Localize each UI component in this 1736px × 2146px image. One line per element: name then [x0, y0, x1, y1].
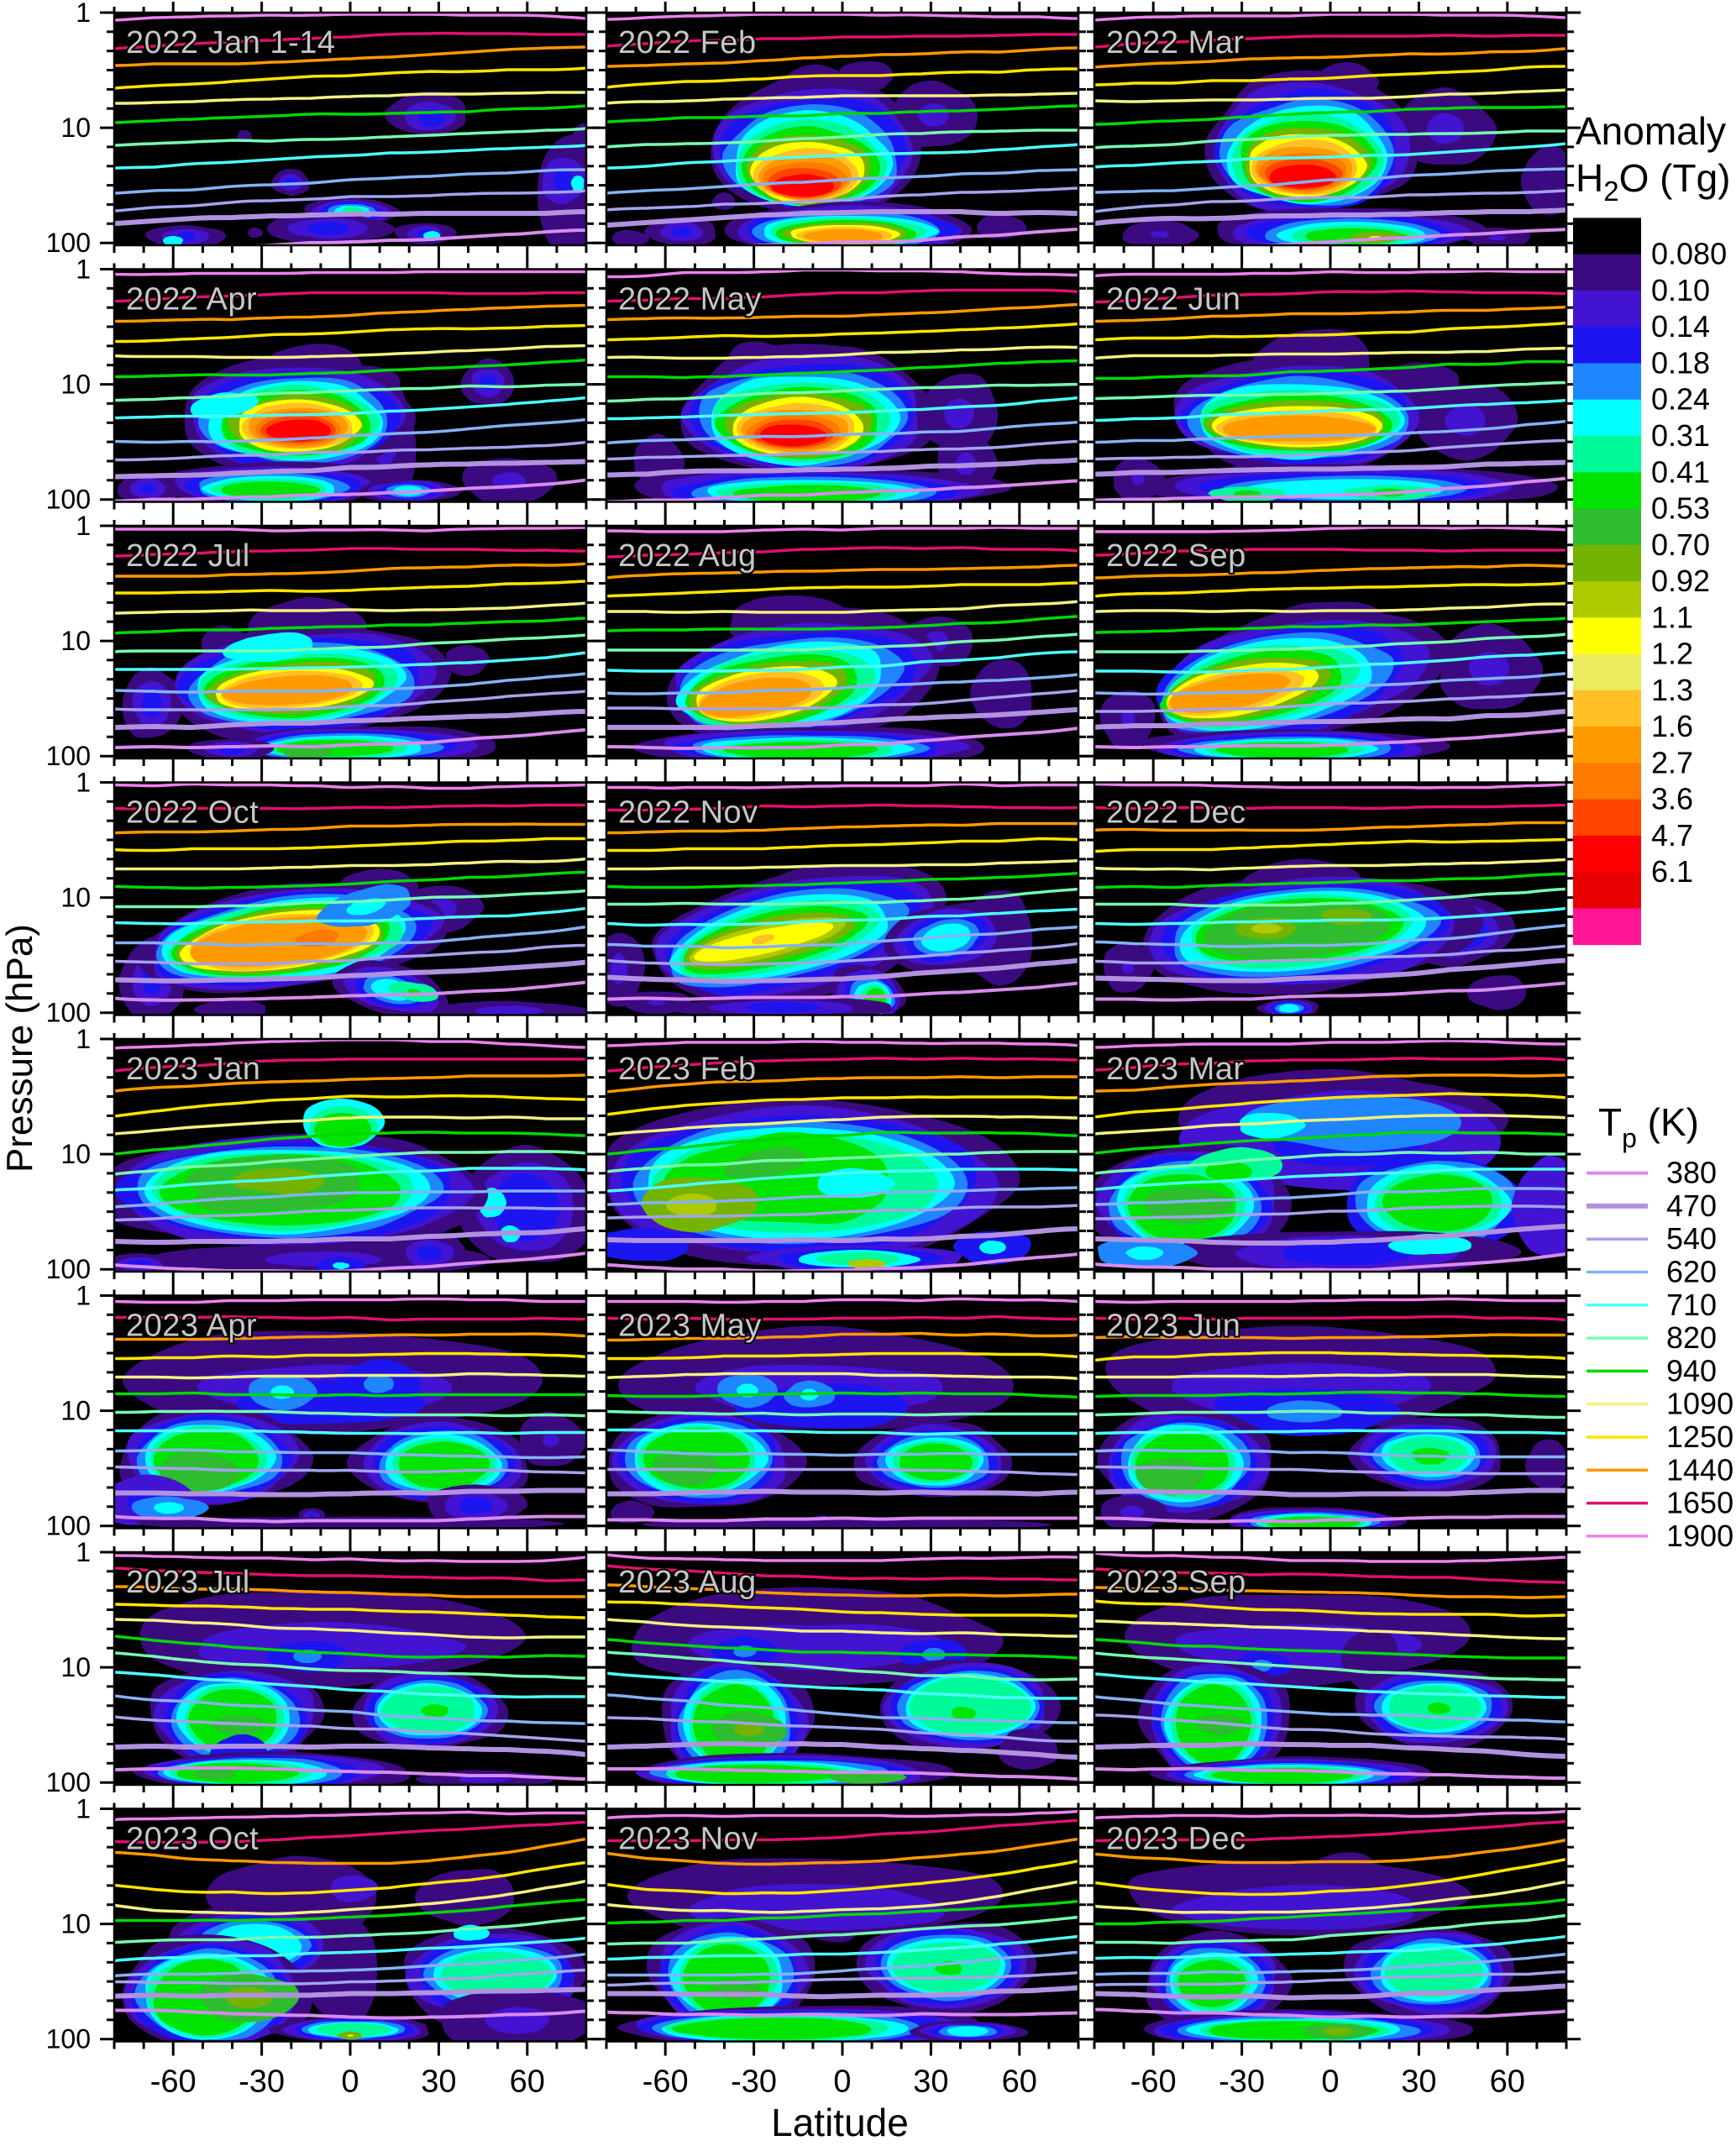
- svg-text:2023 Mar: 2023 Mar: [1106, 1052, 1245, 1087]
- svg-text:1250: 1250: [1666, 1419, 1733, 1454]
- svg-text:0.41: 0.41: [1651, 454, 1710, 489]
- svg-text:60: 60: [1002, 2065, 1037, 2100]
- svg-text:0.10: 0.10: [1651, 273, 1710, 307]
- svg-text:710: 710: [1666, 1288, 1717, 1322]
- svg-text:2022 Jan 1-14: 2022 Jan 1-14: [126, 25, 335, 60]
- svg-text:0.080: 0.080: [1651, 237, 1727, 271]
- svg-text:100: 100: [46, 1254, 91, 1284]
- svg-text:1090: 1090: [1666, 1387, 1733, 1421]
- svg-text:0.70: 0.70: [1651, 527, 1710, 562]
- svg-text:2022 Apr: 2022 Apr: [126, 282, 257, 317]
- svg-text:2022 Jun: 2022 Jun: [1106, 282, 1240, 317]
- svg-text:-60: -60: [1130, 2065, 1177, 2100]
- svg-text:2022 Dec: 2022 Dec: [1106, 795, 1246, 831]
- svg-text:2023 Feb: 2023 Feb: [618, 1052, 757, 1087]
- svg-text:6.1: 6.1: [1651, 854, 1693, 889]
- svg-text:2023 Dec: 2023 Dec: [1106, 1822, 1246, 1857]
- svg-text:10: 10: [60, 113, 91, 143]
- svg-text:100: 100: [46, 998, 91, 1028]
- svg-text:2.7: 2.7: [1651, 745, 1693, 779]
- svg-text:1.6: 1.6: [1651, 709, 1693, 743]
- svg-text:2023 Aug: 2023 Aug: [618, 1565, 757, 1600]
- svg-text:30: 30: [913, 2065, 948, 2100]
- svg-text:10: 10: [60, 370, 91, 400]
- svg-text:1: 1: [76, 1537, 91, 1567]
- svg-text:100: 100: [46, 2024, 91, 2054]
- svg-text:10: 10: [60, 1396, 91, 1426]
- svg-text:2022 Nov: 2022 Nov: [618, 795, 758, 831]
- svg-text:0: 0: [341, 2065, 359, 2100]
- svg-text:2022 Oct: 2022 Oct: [126, 795, 259, 831]
- svg-text:2022 Jul: 2022 Jul: [126, 538, 250, 574]
- svg-text:2023 Jul: 2023 Jul: [126, 1565, 250, 1600]
- svg-text:620: 620: [1666, 1255, 1717, 1289]
- svg-text:2023 Apr: 2023 Apr: [126, 1309, 257, 1344]
- svg-text:1: 1: [76, 1794, 91, 1824]
- svg-text:Anomaly: Anomaly: [1576, 109, 1726, 153]
- svg-text:60: 60: [1490, 2065, 1525, 2100]
- svg-text:1440: 1440: [1666, 1452, 1733, 1487]
- svg-text:60: 60: [510, 2065, 545, 2100]
- svg-text:-30: -30: [239, 2065, 285, 2100]
- svg-text:0.92: 0.92: [1651, 564, 1710, 598]
- svg-text:0.53: 0.53: [1651, 491, 1710, 526]
- svg-text:-60: -60: [150, 2065, 197, 2100]
- svg-text:380: 380: [1666, 1156, 1717, 1190]
- svg-text:30: 30: [421, 2065, 456, 2100]
- svg-text:1: 1: [76, 1024, 91, 1054]
- svg-text:10: 10: [60, 883, 91, 913]
- svg-text:2022 Mar: 2022 Mar: [1106, 25, 1245, 60]
- svg-text:0.18: 0.18: [1651, 346, 1710, 380]
- svg-text:1.1: 1.1: [1651, 600, 1693, 634]
- svg-text:10: 10: [60, 626, 91, 656]
- svg-text:0.31: 0.31: [1651, 418, 1710, 453]
- svg-text:470: 470: [1666, 1188, 1717, 1223]
- svg-text:0: 0: [1321, 2065, 1339, 2100]
- svg-text:Latitude: Latitude: [771, 2101, 909, 2142]
- svg-text:2023 Sep: 2023 Sep: [1106, 1565, 1246, 1600]
- svg-text:2023 Jan: 2023 Jan: [126, 1052, 260, 1087]
- svg-text:10: 10: [60, 1909, 91, 1939]
- svg-text:1.3: 1.3: [1651, 673, 1693, 707]
- svg-text:-30: -30: [731, 2065, 777, 2100]
- svg-text:-30: -30: [1219, 2065, 1265, 2100]
- svg-text:2022 May: 2022 May: [618, 282, 762, 317]
- svg-text:1: 1: [76, 768, 91, 798]
- svg-text:820: 820: [1666, 1320, 1717, 1355]
- svg-text:2023 Oct: 2023 Oct: [126, 1822, 259, 1857]
- svg-text:940: 940: [1666, 1353, 1717, 1388]
- svg-text:Pressure (hPa): Pressure (hPa): [0, 924, 40, 1173]
- svg-text:100: 100: [46, 741, 91, 771]
- svg-text:10: 10: [60, 1652, 91, 1682]
- svg-text:0.14: 0.14: [1651, 309, 1710, 344]
- svg-text:-60: -60: [642, 2065, 689, 2100]
- svg-text:2022 Sep: 2022 Sep: [1106, 538, 1246, 574]
- svg-text:100: 100: [46, 228, 91, 258]
- svg-text:2022 Feb: 2022 Feb: [618, 25, 757, 60]
- svg-text:1: 1: [76, 511, 91, 541]
- svg-text:100: 100: [46, 485, 91, 515]
- svg-text:0: 0: [833, 2065, 851, 2100]
- svg-text:2023 Nov: 2023 Nov: [618, 1822, 758, 1857]
- svg-text:4.7: 4.7: [1651, 818, 1693, 853]
- svg-text:1.2: 1.2: [1651, 637, 1693, 671]
- svg-text:1650: 1650: [1666, 1486, 1733, 1520]
- svg-text:2023 May: 2023 May: [618, 1309, 762, 1344]
- svg-text:H2O (Tg): H2O (Tg): [1576, 156, 1730, 207]
- svg-text:100: 100: [46, 1511, 91, 1541]
- svg-text:540: 540: [1666, 1221, 1717, 1256]
- svg-text:2022 Aug: 2022 Aug: [618, 538, 757, 574]
- svg-text:1: 1: [76, 1281, 91, 1311]
- svg-text:1900: 1900: [1666, 1519, 1733, 1553]
- svg-text:0.24: 0.24: [1651, 382, 1710, 417]
- svg-text:1: 1: [76, 0, 91, 28]
- svg-text:30: 30: [1401, 2065, 1436, 2100]
- svg-text:10: 10: [60, 1139, 91, 1169]
- svg-text:1: 1: [76, 254, 91, 285]
- svg-text:2023 Jun: 2023 Jun: [1106, 1309, 1240, 1344]
- svg-text:3.6: 3.6: [1651, 782, 1693, 816]
- svg-text:100: 100: [46, 1767, 91, 1797]
